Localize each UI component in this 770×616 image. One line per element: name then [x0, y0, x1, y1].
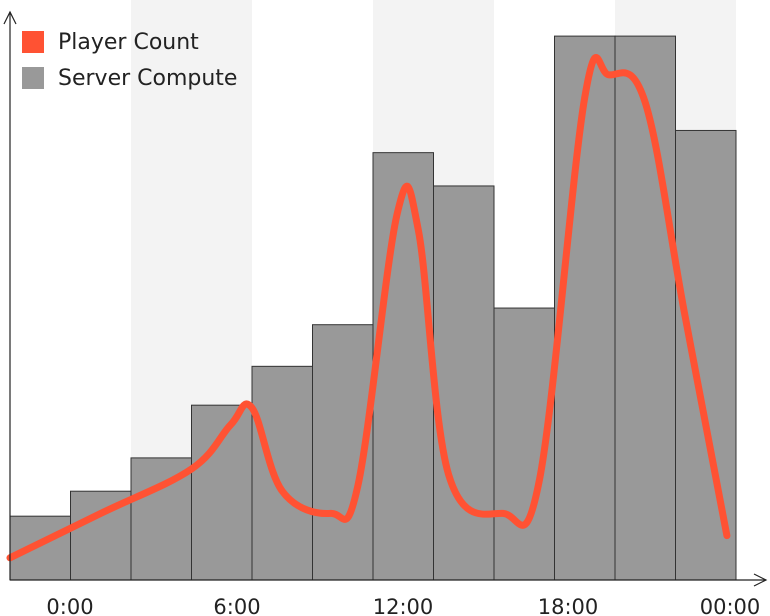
x-tick-label: 18:00 [538, 595, 599, 616]
player-count-line [6, 53, 731, 562]
legend-item-server-compute: Server Compute [22, 60, 237, 96]
bar [554, 35, 616, 581]
bar [433, 185, 495, 581]
x-tick-label: 6:00 [213, 595, 260, 616]
axes [3, 10, 768, 587]
player-count-swatch [22, 31, 44, 53]
x-tick-label: 12:00 [373, 595, 434, 616]
server-compute-swatch [22, 67, 44, 89]
bar [614, 35, 676, 581]
bar [372, 152, 434, 581]
legend-label-server-compute: Server Compute [58, 65, 238, 91]
x-tick-label: 00:00 [700, 595, 761, 616]
server-compute-bars [9, 35, 737, 581]
y-axis-arrow [3, 10, 17, 25]
bar [675, 129, 737, 581]
x-axis-arrow [753, 573, 768, 587]
legend-label-player-count: Player Count [58, 29, 199, 55]
legend: Player Count Server Compute [22, 24, 237, 96]
x-tick-label: 0:00 [46, 595, 93, 616]
x-tick-labels: 0:00 6:00 12:00 18:00 00:00 [46, 595, 760, 616]
bar [9, 515, 71, 581]
legend-item-player-count: Player Count [22, 24, 237, 60]
bar [251, 365, 313, 581]
